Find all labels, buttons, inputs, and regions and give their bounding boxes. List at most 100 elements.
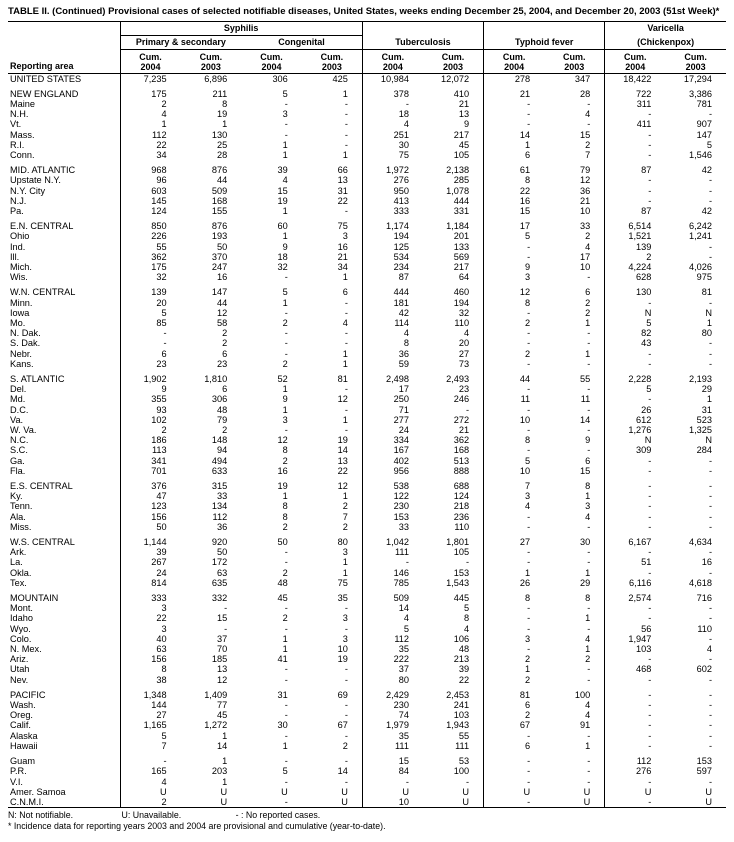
value-cell: 15 [361, 756, 423, 767]
tuberculosis-header: Tuberculosis [361, 35, 484, 50]
value-cell: - [587, 425, 591, 435]
table-header: Reporting area Syphilis Varicella Primar… [8, 21, 726, 74]
value-cell: 45 [277, 593, 288, 604]
value-cell: - [344, 623, 348, 634]
value-cell: - [708, 740, 712, 751]
value-cell: 112 [119, 129, 181, 140]
value-cell: - [361, 776, 423, 787]
value-cell: 602 [696, 664, 712, 675]
reporting-area-cell: N.J. [10, 195, 27, 206]
value-cell: 2 [222, 328, 228, 339]
legend-unavailable: U: Unavailable. [121, 810, 182, 821]
value-cell: - [284, 603, 288, 614]
value-cell: 23 [216, 358, 228, 369]
value-cell: 4 [361, 119, 423, 130]
value-cell: - [604, 149, 666, 161]
legend-line: N: Not notifiable. U: Unavailable. - : N… [8, 810, 726, 821]
value-cell: 50 [277, 537, 288, 548]
value-cell: 18 [277, 251, 288, 262]
value-cell: - [708, 175, 712, 186]
value-cell: 22 [483, 185, 545, 196]
value-cell: 75 [361, 149, 423, 161]
value-cell [604, 751, 666, 757]
value-cell: 6 [222, 348, 228, 359]
value-cell: 3 [483, 272, 545, 283]
value-cell: 10 [580, 205, 591, 216]
value-cell: 1 [585, 348, 591, 359]
reporting-area-cell: Wis. [10, 272, 28, 283]
value-cell: 81 [483, 689, 545, 701]
value-cell: 1,348 [119, 689, 181, 701]
reporting-area-cell: W.S. CENTRAL [10, 537, 75, 548]
value-cell: 112 [212, 511, 228, 522]
value-cell: 102 [119, 414, 181, 425]
value-cell: 2,193 [689, 373, 712, 384]
value-cell: - [466, 776, 470, 787]
value-cell: 4 [282, 175, 288, 186]
value-cell: 59 [361, 358, 423, 369]
col-header-typhoid-cum-2003: Cum. 2003 [544, 49, 605, 74]
value-cell: 22 [458, 674, 470, 685]
value-cell: 444 [361, 287, 423, 298]
value-cell [604, 83, 666, 89]
table-row: Minn. 20 44 1 - 181 194 8 2 - - [8, 297, 726, 308]
value-cell: 27 [119, 710, 181, 721]
value-cell: - [604, 654, 666, 665]
value-cell: - [284, 776, 288, 787]
value-cell: 22 [119, 139, 181, 150]
value-cell: 4 [585, 633, 591, 644]
value-cell: 4,634 [689, 537, 712, 548]
value-cell: - [708, 633, 712, 644]
value-cell: 53 [458, 756, 470, 767]
value-cell: 230 [361, 501, 423, 512]
value-cell: - [604, 567, 666, 578]
value-cell: 39 [277, 165, 288, 176]
table-row: Tenn. 123 134 8 2 230 218 4 3 - - [8, 501, 726, 512]
table-title: TABLE II. (Continued) Provisional cases … [8, 6, 720, 17]
value-cell: 20 [119, 297, 181, 308]
value-cell: 603 [119, 185, 181, 196]
table-row: V.I. 4 1 - - - - - - - - [8, 776, 726, 787]
value-cell: - [483, 425, 545, 436]
table-row: N.C. 186 148 12 19 334 362 8 9 N N [8, 435, 726, 446]
value-cell: 1,241 [689, 231, 712, 242]
value-cell: - [604, 195, 666, 206]
value-cell: 110 [454, 317, 470, 328]
value-cell: 716 [696, 593, 712, 604]
value-cell: - [483, 109, 545, 120]
value-cell: 19 [277, 481, 288, 492]
value-cell: 2 [222, 425, 228, 435]
value-cell: 1 [585, 644, 591, 655]
value-cell: 4 [342, 317, 348, 328]
value-cell: - [587, 766, 591, 777]
value-cell: 21 [458, 98, 470, 109]
value-cell: 211 [212, 88, 228, 99]
value-cell: - [587, 623, 591, 634]
value-cell: 74 [361, 710, 423, 721]
value-cell: 21 [458, 425, 470, 435]
reporting-area-cell: W. Va. [10, 425, 37, 435]
value-cell: 2,453 [446, 689, 470, 700]
value-cell: 63 [119, 644, 181, 655]
value-cell: 3 [342, 231, 348, 242]
value-cell: 75 [337, 221, 348, 232]
value-cell: - [708, 700, 712, 711]
value-cell: 79 [216, 414, 228, 425]
value-cell: 17 [483, 221, 545, 232]
table-row: Mo. 85 58 2 4 114 110 2 1 5 1 [8, 317, 726, 329]
value-cell: 111 [361, 547, 423, 558]
value-cell: - [587, 557, 591, 568]
value-cell: 7 [585, 149, 591, 160]
value-cell: 1,272 [204, 720, 228, 731]
value-cell: 15 [216, 613, 228, 624]
value-cell: 5 [282, 88, 288, 99]
reporting-area-cell: Ind. [10, 241, 26, 252]
value-cell: 17 [580, 251, 591, 262]
value-cell: - [587, 674, 591, 685]
value-cell: 22 [119, 613, 181, 624]
value-cell: 4 [585, 710, 591, 721]
value-cell: 12 [337, 481, 348, 492]
chickenpox-header: (Chickenpox) [604, 35, 726, 50]
value-cell: - [344, 109, 348, 120]
value-cell: 105 [453, 547, 470, 558]
